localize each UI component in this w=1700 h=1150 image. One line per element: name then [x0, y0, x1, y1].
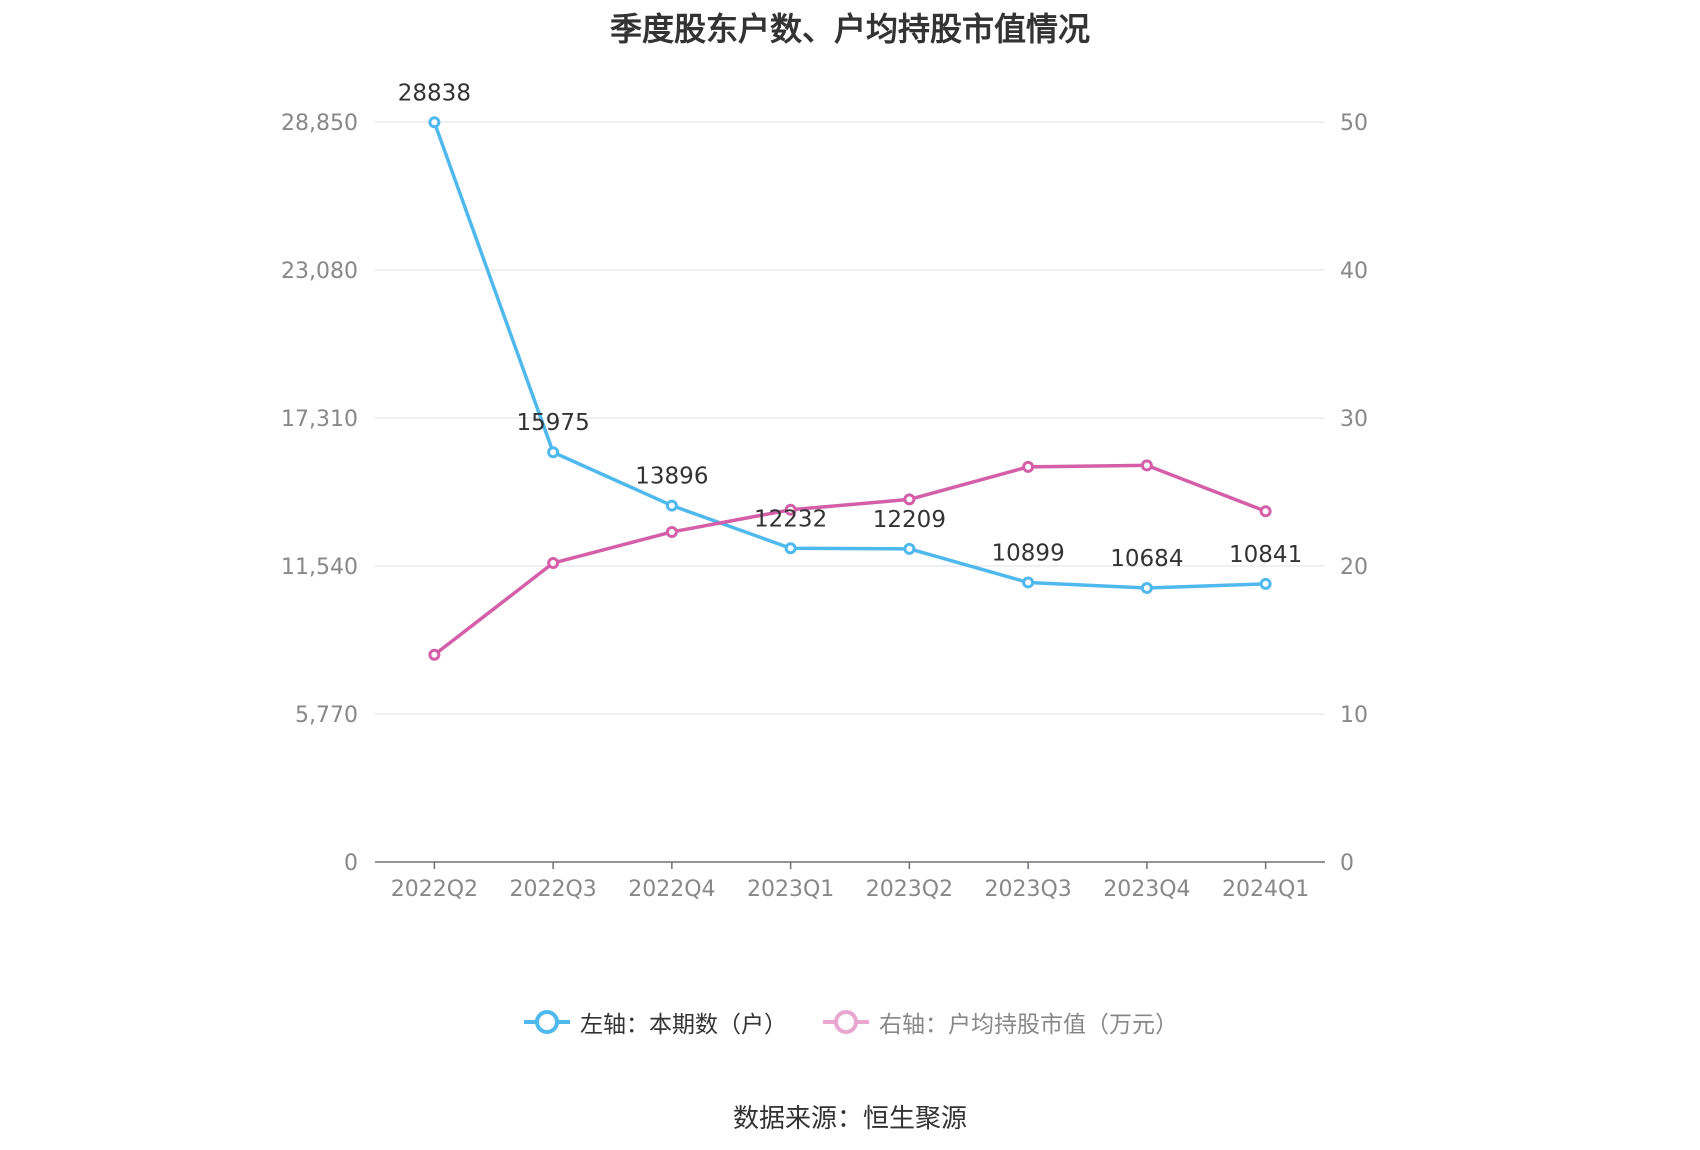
x-tick-label: 2023Q3	[984, 877, 1071, 902]
y-left-tick-label: 17,310	[281, 407, 358, 432]
data-point-holders	[665, 499, 678, 512]
x-tick-label: 2022Q2	[391, 877, 478, 902]
data-label: 12209	[873, 507, 946, 533]
x-tick-label: 2022Q4	[628, 877, 715, 902]
data-point-holders	[1022, 576, 1035, 589]
data-label: 28838	[398, 80, 471, 106]
data-point-holders	[1140, 581, 1153, 594]
y-left-tick-label: 5,770	[295, 703, 358, 728]
y-left-tick-label: 11,540	[281, 555, 358, 580]
data-point-avg-value	[428, 648, 441, 661]
data-point-avg-value	[547, 557, 560, 570]
data-point-avg-value	[903, 493, 916, 506]
chart-title: 季度股东户数、户均持股市值情况	[609, 10, 1090, 48]
x-tick-label: 2024Q1	[1222, 877, 1309, 902]
legend-marker-blue-icon	[524, 1010, 570, 1034]
x-tick-label: 2022Q3	[509, 877, 596, 902]
legend-label-left: 左轴：本期数（户）	[580, 1012, 787, 1038]
y-right-tick-label: 20	[1340, 555, 1368, 580]
data-label: 10899	[992, 540, 1065, 566]
data-label: 12232	[754, 506, 827, 532]
data-point-avg-value	[1140, 459, 1153, 472]
data-point-holders	[1259, 577, 1272, 590]
x-tick-label: 2023Q1	[747, 877, 834, 902]
data-label: 10841	[1229, 542, 1302, 568]
y-left-tick-label: 28,850	[281, 111, 358, 136]
data-point-avg-value	[665, 525, 678, 538]
data-label: 10684	[1110, 546, 1183, 572]
legend: 左轴：本期数（户） 右轴：户均持股市值（万元）	[0, 1002, 1700, 1042]
x-tick-label: 2023Q2	[866, 877, 953, 902]
data-point-avg-value	[784, 503, 797, 516]
data-point-avg-value	[1022, 460, 1035, 473]
legend-label-right: 右轴：户均持股市值（万元）	[879, 1012, 1178, 1038]
data-label: 13896	[635, 464, 708, 490]
legend-item-right-axis[interactable]: 右轴：户均持股市值（万元）	[821, 1005, 1178, 1039]
series-line-avg-value	[433, 463, 1267, 657]
y-right-tick-label: 10	[1340, 703, 1368, 728]
series-line-holders	[432, 121, 1266, 590]
y-right-tick-label: 30	[1340, 407, 1368, 432]
data-source: 数据来源：恒生聚源	[732, 1104, 967, 1134]
y-left-tick-label: 23,080	[281, 259, 358, 284]
data-label: 15975	[517, 410, 590, 436]
data-point-holders	[903, 542, 916, 555]
y-right-tick-label: 40	[1340, 259, 1368, 284]
legend-marker-pink-icon	[823, 1010, 869, 1034]
legend-item-left-axis[interactable]: 左轴：本期数（户）	[522, 1005, 787, 1039]
data-point-holders	[547, 446, 560, 459]
y-left-tick-label: 0	[344, 851, 358, 876]
data-point-avg-value	[1259, 505, 1272, 518]
line-chart: 0 0 5,770 10 11,540 20 17,310 30 23,080 40 28,850 5…	[281, 80, 1368, 902]
x-tick-label: 2023Q4	[1103, 877, 1190, 902]
data-point-holders	[784, 542, 797, 555]
y-right-tick-label: 0	[1340, 851, 1354, 876]
data-point-holders	[428, 116, 441, 129]
y-right-tick-label: 50	[1340, 111, 1368, 136]
